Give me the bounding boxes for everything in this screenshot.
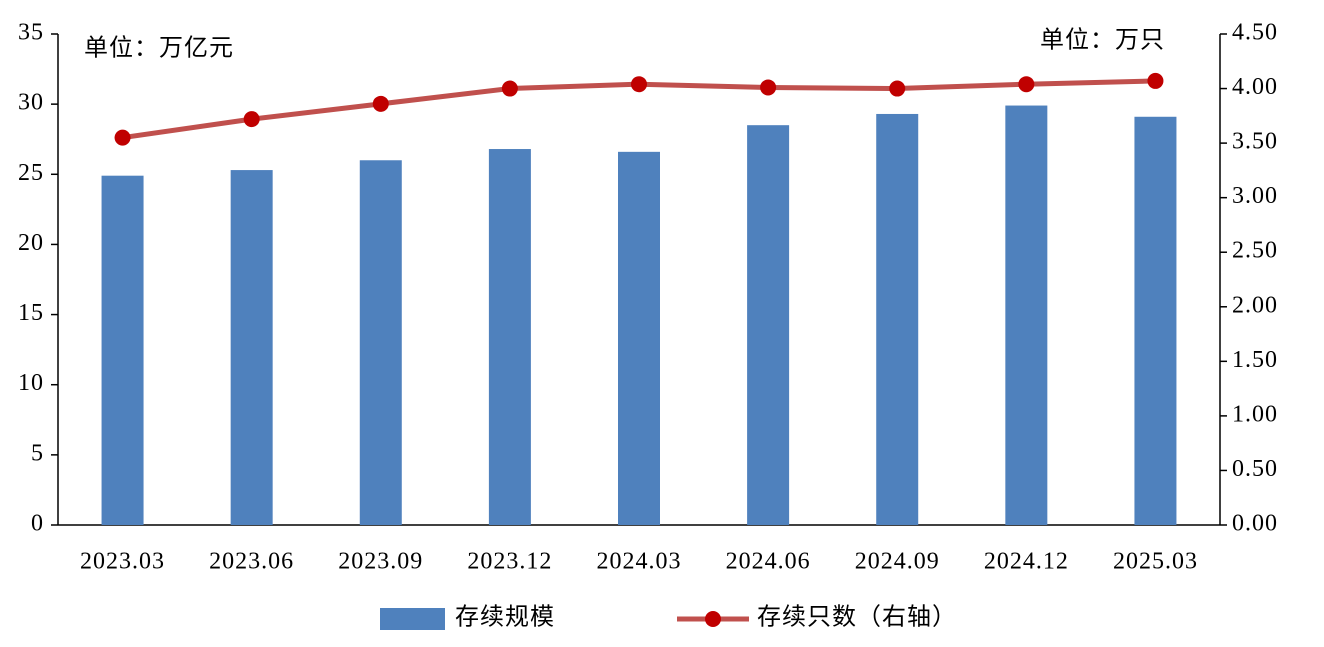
y2-tick-label: 3.50 (1232, 129, 1278, 155)
y2-tick-label: 4.50 (1232, 20, 1278, 46)
y-tick-label: 20 (18, 230, 44, 256)
line-point (760, 79, 777, 96)
bar (618, 151, 660, 525)
line-point (243, 111, 260, 128)
y2-tick-label: 4.00 (1232, 74, 1278, 100)
legend-swatch-point (705, 611, 721, 627)
bar (101, 175, 144, 525)
bar (230, 170, 273, 525)
unit-right: 单位：万只 (1040, 27, 1165, 54)
x-tick-label: 2024.12 (984, 549, 1069, 575)
line-point (631, 76, 647, 93)
y2-tick-label: 0.00 (1232, 511, 1278, 537)
y2-tick-label: 2.50 (1232, 238, 1278, 264)
y2-tick-label: 3.00 (1232, 183, 1278, 209)
legend-swatch (380, 608, 445, 630)
line-point (1018, 76, 1035, 93)
y-tick-label: 25 (18, 160, 44, 186)
x-tick-label: 2023.03 (80, 549, 165, 575)
y-tick-label: 5 (31, 440, 44, 466)
legend-label: 存续只数（右轴） (757, 604, 957, 631)
y2-tick-label: 0.50 (1232, 456, 1278, 482)
x-tick-label: 2023.06 (209, 549, 294, 575)
x-tick-label: 2024.06 (726, 549, 811, 575)
y-tick-label: 10 (18, 370, 44, 396)
line-point (889, 80, 906, 97)
y-tick-label: 30 (18, 90, 44, 116)
x-tick-label: 2025.03 (1113, 549, 1198, 575)
bar (359, 160, 402, 525)
x-tick-label: 2023.09 (338, 549, 423, 575)
line-point (1147, 72, 1164, 89)
line-point (114, 129, 131, 146)
bar (876, 113, 919, 525)
legend-label: 存续规模 (455, 604, 555, 631)
x-tick-label: 2023.12 (467, 549, 552, 575)
y2-tick-label: 2.00 (1232, 292, 1278, 318)
unit-left: 单位：万亿元 (84, 35, 234, 62)
x-tick-label: 2024.09 (855, 549, 940, 575)
y-tick-label: 0 (31, 511, 44, 537)
x-tick-label: 2024.03 (597, 549, 682, 575)
y2-tick-label: 1.50 (1232, 347, 1278, 373)
line-point (501, 80, 518, 97)
bar (747, 125, 790, 525)
line-point (372, 95, 389, 112)
y2-tick-label: 1.00 (1232, 401, 1278, 427)
bar (488, 149, 531, 525)
y-tick-label: 35 (18, 20, 44, 46)
bar (1005, 105, 1048, 525)
y-tick-label: 15 (18, 300, 44, 326)
bar (1134, 116, 1177, 526)
